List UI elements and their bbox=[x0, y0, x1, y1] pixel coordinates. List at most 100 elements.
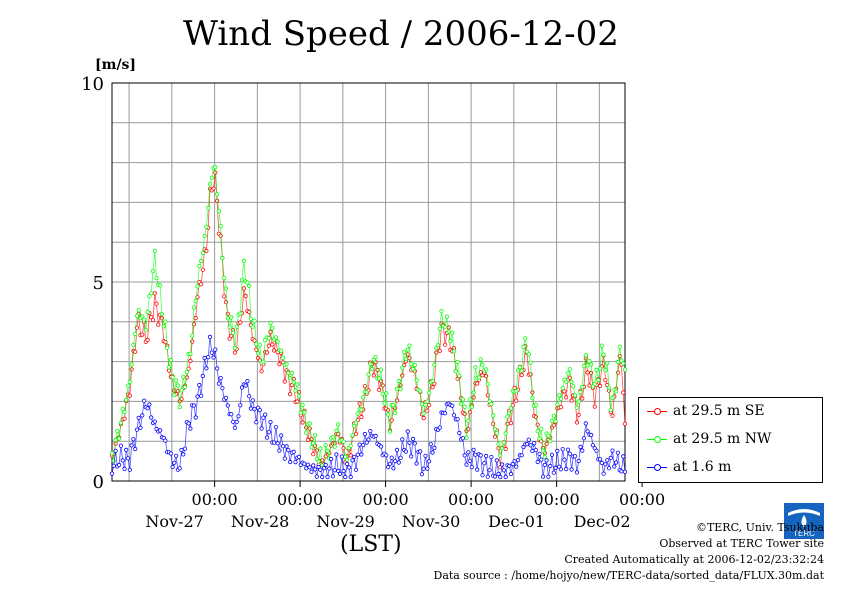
data-point bbox=[359, 414, 364, 420]
data-point bbox=[508, 471, 514, 477]
data-point bbox=[453, 369, 458, 374]
data-point bbox=[234, 419, 239, 424]
data-point bbox=[350, 458, 355, 463]
data-point bbox=[220, 386, 225, 391]
data-point bbox=[385, 464, 391, 470]
data-point bbox=[540, 474, 546, 479]
data-point bbox=[302, 410, 307, 415]
data-point bbox=[145, 406, 150, 411]
legend-swatch-se bbox=[647, 405, 667, 417]
data-point bbox=[394, 447, 400, 452]
data-point bbox=[583, 353, 588, 358]
data-point bbox=[610, 448, 615, 453]
data-point bbox=[589, 370, 594, 375]
data-point bbox=[567, 367, 572, 372]
data-point bbox=[419, 402, 424, 407]
data-point bbox=[596, 377, 601, 383]
data-point bbox=[236, 414, 241, 419]
data-point bbox=[280, 444, 286, 449]
data-point bbox=[455, 359, 460, 364]
data-point bbox=[498, 453, 503, 458]
x-tick-time: 00:00 bbox=[448, 490, 494, 509]
data-point bbox=[255, 351, 261, 356]
data-point bbox=[396, 378, 401, 384]
data-point bbox=[199, 258, 204, 264]
data-point bbox=[362, 384, 367, 389]
data-point bbox=[323, 442, 328, 448]
data-point bbox=[122, 416, 127, 421]
data-point bbox=[222, 275, 227, 281]
data-point bbox=[469, 404, 474, 409]
data-point bbox=[432, 362, 437, 367]
data-point bbox=[273, 335, 278, 340]
data-point bbox=[111, 463, 116, 468]
data-point bbox=[462, 453, 467, 458]
data-point bbox=[432, 381, 437, 386]
data-point bbox=[344, 457, 350, 462]
legend: at 29.5 m SE at 29.5 m NW at 1.6 m bbox=[638, 397, 823, 483]
legend-swatch-nw bbox=[647, 433, 667, 445]
data-point bbox=[444, 314, 449, 319]
data-point bbox=[464, 435, 469, 440]
data-point bbox=[316, 464, 321, 470]
terc-logo-icon: TERC bbox=[784, 503, 824, 539]
data-point bbox=[621, 390, 626, 395]
data-point bbox=[426, 402, 432, 408]
data-point bbox=[471, 447, 476, 452]
data-point bbox=[442, 342, 448, 347]
data-point bbox=[200, 250, 205, 255]
data-point bbox=[389, 455, 394, 460]
data-point bbox=[562, 457, 567, 462]
data-point bbox=[419, 472, 424, 477]
data-point bbox=[421, 411, 426, 416]
data-point bbox=[483, 367, 489, 372]
data-point bbox=[599, 460, 604, 465]
data-point bbox=[197, 263, 202, 269]
x-tick-date: Nov-29 bbox=[316, 512, 374, 531]
data-point bbox=[564, 395, 569, 400]
data-point bbox=[174, 453, 179, 458]
data-point bbox=[574, 405, 580, 410]
data-point bbox=[150, 268, 156, 274]
data-point bbox=[405, 429, 410, 434]
data-point bbox=[254, 341, 259, 347]
data-point bbox=[442, 325, 448, 330]
data-point bbox=[576, 412, 581, 417]
data-point bbox=[199, 393, 204, 398]
x-tick-time: 00:00 bbox=[277, 490, 323, 509]
data-point bbox=[425, 466, 430, 471]
data-point bbox=[328, 456, 334, 462]
legend-label-se: at 29.5 m SE bbox=[673, 403, 765, 419]
data-point bbox=[494, 431, 499, 436]
data-point bbox=[464, 462, 469, 467]
data-point bbox=[380, 391, 385, 396]
data-point bbox=[154, 275, 159, 281]
data-point bbox=[476, 375, 481, 380]
data-point bbox=[535, 459, 540, 465]
data-point bbox=[227, 325, 232, 330]
data-point bbox=[127, 467, 132, 472]
data-point bbox=[117, 436, 122, 441]
data-point bbox=[287, 459, 293, 465]
data-point bbox=[295, 382, 300, 387]
x-tick-time: 00:00 bbox=[534, 490, 580, 509]
data-point bbox=[480, 473, 485, 478]
data-point bbox=[296, 454, 302, 459]
data-point bbox=[565, 371, 571, 376]
data-point bbox=[521, 344, 526, 349]
data-point bbox=[508, 420, 514, 426]
data-point bbox=[286, 370, 291, 375]
data-point bbox=[142, 398, 147, 403]
data-point bbox=[268, 320, 273, 326]
data-point bbox=[280, 355, 286, 360]
data-point bbox=[190, 339, 195, 344]
legend-swatch-low bbox=[647, 461, 667, 473]
data-point bbox=[603, 367, 608, 373]
data-point bbox=[284, 362, 289, 367]
data-point bbox=[410, 366, 416, 372]
data-point bbox=[182, 446, 188, 451]
data-point bbox=[330, 474, 335, 479]
data-point bbox=[478, 357, 483, 362]
data-point bbox=[266, 429, 271, 435]
credit-source: Data source : /home/hojyo/new/TERC-data/… bbox=[433, 569, 825, 582]
